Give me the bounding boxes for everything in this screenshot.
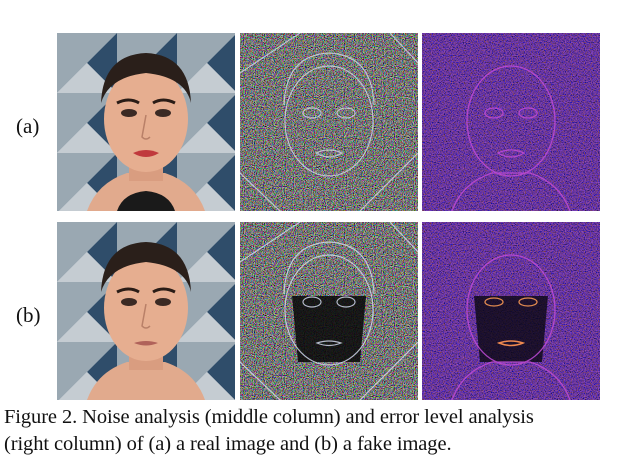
caption-line-2: (right column) of (a) a real image and (…	[4, 433, 452, 455]
fake-noise-analysis	[240, 222, 418, 400]
real-face-photo	[57, 33, 235, 211]
ela-map-illustration	[422, 222, 600, 400]
row-label-b: (b)	[16, 303, 41, 327]
photo-illustration	[57, 33, 235, 211]
fake-error-level-analysis	[422, 222, 600, 400]
noise-map-illustration	[240, 222, 418, 400]
photo-illustration	[57, 222, 235, 400]
figure-caption: Figure 2. Noise analysis (middle column)…	[4, 404, 630, 458]
row-label-a: (a)	[16, 114, 40, 138]
fake-face-photo	[57, 222, 235, 400]
real-noise-analysis	[240, 33, 418, 211]
caption-line-1: Figure 2. Noise analysis (middle column)…	[4, 406, 534, 428]
ela-map-illustration	[422, 33, 600, 211]
noise-map-illustration	[240, 33, 418, 211]
real-error-level-analysis	[422, 33, 600, 211]
